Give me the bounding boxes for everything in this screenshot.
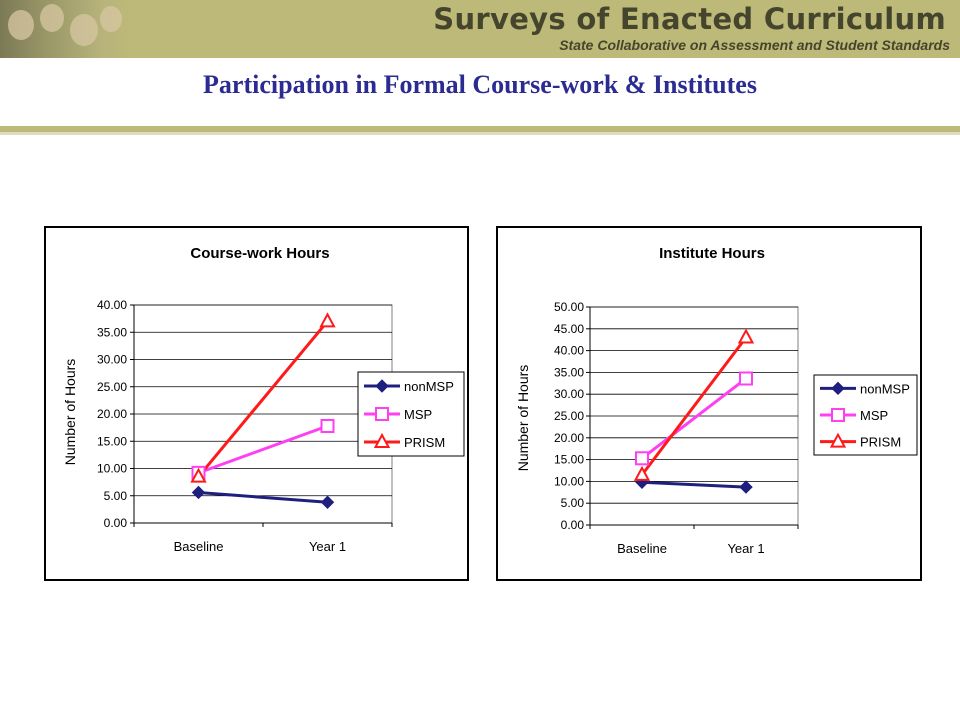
legend: nonMSP MSP PRISM xyxy=(357,371,465,457)
legend-marker xyxy=(375,407,389,421)
series-line-nonmsp xyxy=(641,480,747,489)
data-point-nonmsp xyxy=(320,495,335,509)
legend-label: nonMSP xyxy=(404,379,454,394)
y-tick-label: 0.00 xyxy=(104,516,128,530)
institute-chart: Institute Hours 0.00 5.00 10.00 15.00 20.00 25… xyxy=(496,226,922,581)
y-tick-label: 5.00 xyxy=(561,496,585,510)
y-tick-label: 40.00 xyxy=(97,298,127,312)
legend-label: MSP xyxy=(404,407,432,422)
x-tick-label: Baseline xyxy=(174,539,224,554)
title-divider-shadow xyxy=(0,132,960,135)
series-line-msp xyxy=(641,377,747,460)
chart-title: Institute Hours xyxy=(659,245,765,262)
y-tick-label: 10.00 xyxy=(97,462,127,476)
y-tick-label: 25.00 xyxy=(554,409,584,423)
y-tick-label: 0.00 xyxy=(561,518,585,532)
legend-marker xyxy=(829,432,847,448)
y-tick-label: 50.00 xyxy=(554,300,584,314)
banner-title: Surveys of Enacted Curriculum xyxy=(433,2,946,36)
legend-marker xyxy=(375,379,389,393)
x-tick-label: Baseline xyxy=(617,541,667,556)
y-tick-label: 20.00 xyxy=(97,407,127,421)
legend-label: MSP xyxy=(860,408,888,423)
y-axis-label: Number of Hours xyxy=(515,365,531,472)
legend-marker xyxy=(831,381,845,396)
y-tick-label: 5.00 xyxy=(104,489,128,503)
legend-marker xyxy=(373,432,391,448)
data-point-nonmsp xyxy=(739,480,753,494)
y-tick-label: 45.00 xyxy=(554,322,584,336)
legend-marker xyxy=(831,408,845,422)
banner-subtitle: State Collaborative on Assessment and St… xyxy=(559,37,950,53)
x-tick-label: Year 1 xyxy=(727,541,764,556)
coursework-chart: Course-work Hours 0.00 5.00 10.00 15.00 20.00… xyxy=(44,226,469,581)
header-banner: Surveys of Enacted Curriculum State Coll… xyxy=(0,0,960,58)
legend-label: PRISM xyxy=(404,435,445,450)
legend: nonMSP MSP PRISM xyxy=(813,374,918,456)
legend-label: PRISM xyxy=(860,435,901,450)
series-line-msp xyxy=(197,424,329,475)
series-line-nonmsp xyxy=(198,490,328,504)
y-tick-label: 10.00 xyxy=(554,474,584,488)
series-line-prism xyxy=(640,336,748,476)
x-tick-label: Year 1 xyxy=(309,539,346,554)
y-tick-label: 30.00 xyxy=(97,353,127,367)
page-title: Participation in Formal Course-work & In… xyxy=(203,70,757,99)
y-axis-label: Number of Hours xyxy=(62,359,78,466)
series-line-prism xyxy=(197,320,329,478)
y-tick-label: 15.00 xyxy=(97,434,127,448)
data-point-prism xyxy=(190,467,207,483)
y-tick-label: 35.00 xyxy=(97,325,127,339)
y-tick-label: 30.00 xyxy=(554,387,584,401)
data-point-msp xyxy=(320,418,335,433)
data-point-msp xyxy=(739,371,753,386)
title-divider xyxy=(0,126,960,132)
coursework-chart-svg: Course-work Hours 0.00 5.00 10.00 15.00 20.00… xyxy=(62,245,465,554)
y-tick-label: 25.00 xyxy=(97,380,127,394)
legend-label: nonMSP xyxy=(860,381,910,396)
y-tick-label: 15.00 xyxy=(554,453,584,467)
data-point-prism xyxy=(737,328,755,344)
chart-title: Course-work Hours xyxy=(190,245,329,262)
y-tick-label: 20.00 xyxy=(554,431,584,445)
data-point-prism xyxy=(633,465,651,481)
banner-photo xyxy=(0,0,130,58)
y-tick-label: 40.00 xyxy=(554,344,584,358)
data-point-nonmsp xyxy=(191,485,206,500)
data-point-prism xyxy=(319,312,336,328)
institute-chart-svg: Institute Hours 0.00 5.00 10.00 15.00 20.00 25… xyxy=(515,245,918,556)
y-tick-label: 35.00 xyxy=(554,365,584,379)
data-point-msp xyxy=(635,451,649,466)
